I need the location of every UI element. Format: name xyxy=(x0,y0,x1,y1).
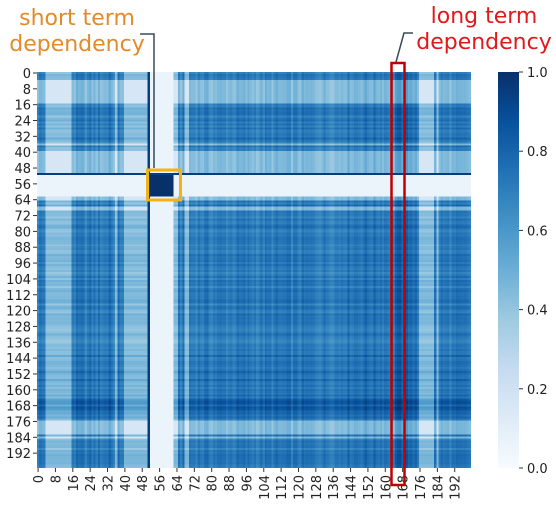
y-tick-label: 128 xyxy=(6,320,31,335)
heatmap-cells xyxy=(37,72,471,468)
x-tick-label: 96 xyxy=(240,475,255,492)
x-tick-label: 104 xyxy=(258,475,273,500)
y-tick-label: 120 xyxy=(6,305,31,320)
x-tick-label: 16 xyxy=(67,475,82,492)
x-tick-label: 32 xyxy=(102,475,117,492)
colorbar-tick-label: 0.4 xyxy=(527,304,548,319)
x-tick-label: 184 xyxy=(431,475,446,500)
long-term-annotation: long term dependency xyxy=(414,4,554,56)
colorbar-tick-label: 0.8 xyxy=(527,145,548,160)
x-tick-label: 144 xyxy=(345,475,360,500)
y-axis-ticks: 0816243240485664728088961041121201281361… xyxy=(6,67,37,462)
x-axis-ticks: 0 8 16 24 32 40 48 56 64 72 80 88 96 104 112 120 128 136 1… xyxy=(32,468,464,500)
x-tick-label: 8 xyxy=(49,475,64,483)
y-tick-label: 48 xyxy=(14,162,31,177)
y-tick-label: 168 xyxy=(6,400,31,415)
colorbar-tick-label: 1.0 xyxy=(527,66,548,81)
x-tick-label: 24 xyxy=(84,475,99,492)
short-term-leader-line xyxy=(140,33,155,168)
y-tick-label: 32 xyxy=(14,130,31,145)
x-tick-label: 88 xyxy=(223,475,238,492)
y-tick-label: 152 xyxy=(6,368,31,383)
x-tick-label: 136 xyxy=(327,475,342,500)
y-tick-label: 40 xyxy=(14,146,31,161)
x-tick-label: 152 xyxy=(362,475,377,500)
long-term-line-1: long term xyxy=(430,4,538,29)
x-tick-label: 72 xyxy=(188,475,203,492)
short-term-box xyxy=(146,168,182,202)
colorbar-tick-label: 0.2 xyxy=(527,383,548,398)
x-tick-label: 64 xyxy=(171,475,186,492)
x-tick-label: 56 xyxy=(154,475,169,492)
short-term-annotation: short term dependency xyxy=(6,6,148,58)
x-tick-label: 192 xyxy=(449,475,464,500)
y-tick-label: 88 xyxy=(14,241,31,256)
short-term-line-1: short term xyxy=(19,6,135,31)
y-tick-label: 96 xyxy=(14,257,31,272)
colorbar xyxy=(498,72,519,468)
x-tick-label: 40 xyxy=(119,475,134,492)
x-tick-label: 176 xyxy=(414,475,429,500)
y-tick-label: 192 xyxy=(6,447,31,462)
x-tick-label: 168 xyxy=(397,475,412,500)
y-tick-label: 72 xyxy=(14,210,31,225)
y-tick-label: 0 xyxy=(23,67,31,82)
y-tick-label: 112 xyxy=(6,289,31,304)
y-tick-label: 8 xyxy=(23,83,31,98)
y-tick-label: 16 xyxy=(14,99,31,114)
y-tick-label: 104 xyxy=(6,273,31,288)
long-term-box xyxy=(390,61,406,487)
heatmap-image xyxy=(37,72,471,468)
colorbar-ticks: 0.0 0.2 0.4 0.6 0.8 1.0 xyxy=(519,66,548,477)
x-tick-label: 120 xyxy=(292,475,307,500)
colorbar-tick-label: 0.0 xyxy=(527,462,548,477)
long-term-leader-line xyxy=(395,32,413,63)
x-tick-label: 48 xyxy=(136,475,151,492)
x-tick-label: 80 xyxy=(206,475,221,492)
y-tick-label: 24 xyxy=(14,115,31,130)
x-tick-label: 112 xyxy=(275,475,290,500)
short-term-line-2: dependency xyxy=(9,32,145,57)
y-tick-label: 176 xyxy=(6,415,31,430)
y-tick-label: 160 xyxy=(6,384,31,399)
y-tick-label: 184 xyxy=(6,431,31,446)
colorbar-tick-label: 0.6 xyxy=(527,224,548,239)
y-tick-label: 144 xyxy=(6,352,31,367)
y-tick-label: 136 xyxy=(6,336,31,351)
long-term-line-2: dependency xyxy=(416,30,552,55)
y-tick-label: 80 xyxy=(14,225,31,240)
y-tick-label: 56 xyxy=(14,178,31,193)
x-tick-label: 0 xyxy=(32,475,47,483)
y-tick-label: 64 xyxy=(14,194,31,209)
x-tick-label: 128 xyxy=(310,475,325,500)
